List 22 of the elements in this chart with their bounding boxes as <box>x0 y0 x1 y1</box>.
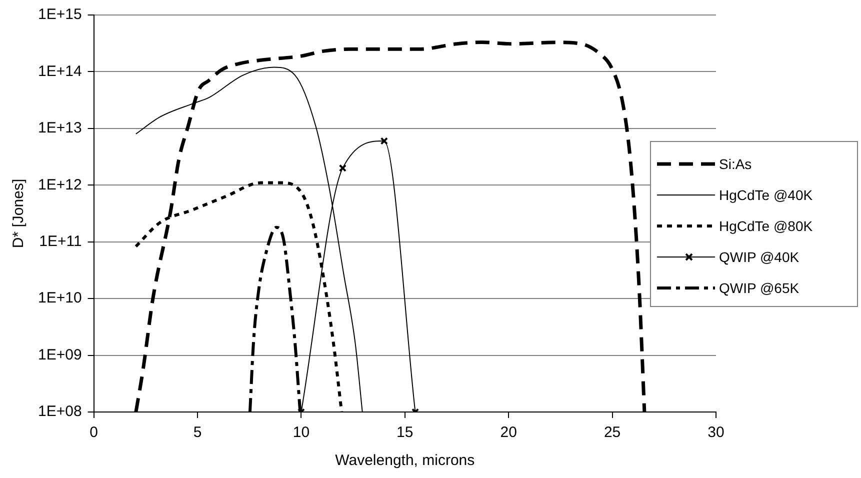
legend-label: QWIP @40K <box>719 248 800 264</box>
y-tick-label: 1E+09 <box>38 346 82 364</box>
y-tick-label: 1E+13 <box>38 120 82 137</box>
y-tick-label: 1E+14 <box>38 62 82 80</box>
x-tick-label: 0 <box>90 424 98 442</box>
legend-label: HgCdTe @40K <box>719 186 813 202</box>
x-tick-label: 10 <box>292 424 310 442</box>
x-tick-label: 20 <box>500 424 517 442</box>
x-tick-label: 5 <box>193 424 202 442</box>
x-tick-label: 25 <box>604 424 621 442</box>
y-tick-label: 1E+10 <box>38 290 82 307</box>
y-tick-label: 1E+12 <box>38 176 82 194</box>
legend-label: Si:As <box>719 156 752 172</box>
y-tick-label: 1E+15 <box>38 6 82 24</box>
y-axis-title: D* [Jones] <box>10 178 28 248</box>
legend-label: HgCdTe @80K <box>719 218 813 234</box>
x-axis-title: Wavelength, microns <box>335 452 475 470</box>
x-tick-label: 15 <box>396 424 414 442</box>
legend-label: QWIP @65K <box>719 280 800 296</box>
x-tick-label: 30 <box>708 424 724 442</box>
y-tick-label: 1E+08 <box>38 403 82 420</box>
y-tick-label: 1E+11 <box>39 233 82 250</box>
